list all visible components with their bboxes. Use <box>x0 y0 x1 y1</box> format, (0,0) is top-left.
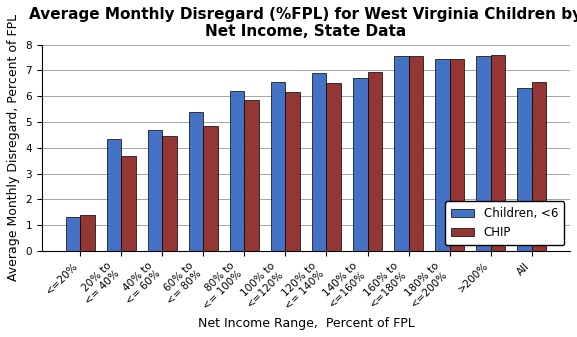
Title: Average Monthly Disregard (%FPL) for West Virginia Children by
Net Income, State: Average Monthly Disregard (%FPL) for Wes… <box>29 7 577 39</box>
Bar <box>327 83 341 251</box>
Bar <box>353 78 368 251</box>
Bar <box>66 217 80 251</box>
Bar <box>368 72 382 251</box>
Bar <box>230 91 245 251</box>
Bar <box>490 55 505 251</box>
Bar <box>121 155 136 251</box>
Bar <box>80 215 95 251</box>
X-axis label: Net Income Range,  Percent of FPL: Net Income Range, Percent of FPL <box>197 317 414 330</box>
Bar <box>203 126 218 251</box>
Bar <box>449 59 464 251</box>
Y-axis label: Average Monthly Disregard, Percent of FPL: Average Monthly Disregard, Percent of FP… <box>7 14 20 281</box>
Bar <box>518 89 531 251</box>
Bar <box>409 56 423 251</box>
Bar <box>476 56 490 251</box>
Bar <box>394 56 409 251</box>
Bar <box>286 92 300 251</box>
Bar <box>271 82 286 251</box>
Bar <box>162 136 177 251</box>
Bar <box>435 59 449 251</box>
Bar <box>189 112 203 251</box>
Bar <box>312 73 327 251</box>
Legend: Children, <6, CHIP: Children, <6, CHIP <box>445 201 564 245</box>
Bar <box>107 139 121 251</box>
Bar <box>245 100 258 251</box>
Bar <box>531 82 546 251</box>
Bar <box>148 130 162 251</box>
